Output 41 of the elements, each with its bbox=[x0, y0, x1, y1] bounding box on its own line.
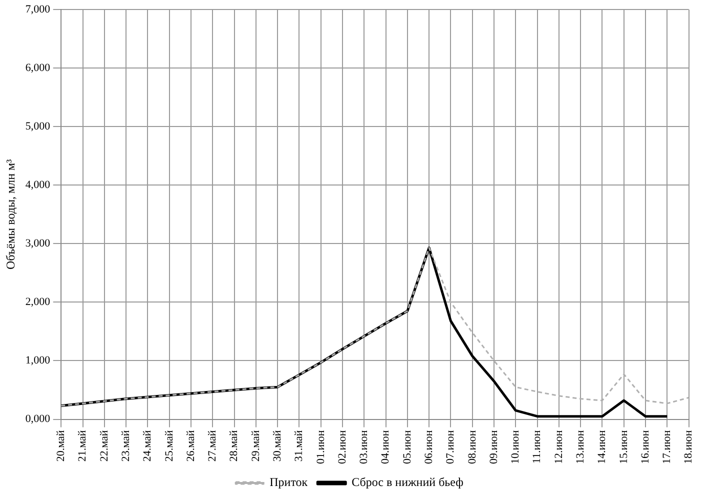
x-tick-label: 22.май bbox=[98, 430, 110, 462]
x-tick-label: 25.май bbox=[163, 430, 176, 462]
x-tick-label: 15.июн bbox=[618, 430, 630, 464]
x-tick-label: 18.июн bbox=[682, 430, 695, 464]
y-tick-label: 3,000 bbox=[25, 238, 51, 250]
legend-label: Приток bbox=[270, 475, 308, 490]
x-tick-label: 05.июн bbox=[401, 430, 414, 464]
x-tick-label: 03.июн bbox=[358, 430, 370, 464]
x-tick-label: 12.июн bbox=[552, 430, 565, 464]
x-tick-label: 30.май bbox=[271, 430, 284, 462]
x-tick-label: 01.июн bbox=[314, 430, 327, 464]
x-tick-label: 10.июн bbox=[510, 430, 522, 464]
x-tick-label: 08.июн bbox=[466, 430, 478, 464]
x-tick-label: 28.май bbox=[228, 430, 240, 462]
x-tick-label: 26.май bbox=[184, 430, 197, 462]
x-tick-label: 29.май bbox=[250, 430, 262, 462]
x-tick-label: 17.июн bbox=[661, 430, 674, 464]
x-tick-label: 02.июн bbox=[336, 430, 348, 464]
y-tick-label: 1,000 bbox=[25, 354, 51, 367]
x-tick-label: 13.июн bbox=[574, 430, 586, 464]
y-tick-label: 0,000 bbox=[25, 413, 51, 426]
x-tick-label: 21.май bbox=[76, 430, 89, 462]
x-tick-label: 31.май bbox=[293, 430, 306, 462]
x-tick-label: 20.май bbox=[55, 430, 68, 462]
y-tick-label: 4,000 bbox=[25, 179, 51, 192]
x-tick-label: 06.июн bbox=[422, 430, 435, 464]
y-axis-title: Объёмы воды, млн м³ bbox=[3, 158, 18, 270]
x-tick-label: 23.май bbox=[120, 430, 132, 462]
x-tick-label: 14.июн bbox=[596, 430, 608, 464]
y-tick-label: 5,000 bbox=[25, 120, 51, 133]
x-tick-label: 16.июн bbox=[639, 430, 652, 464]
legend-label: Сброс в нижний бьеф bbox=[352, 475, 464, 490]
x-tick-label: 11.июн bbox=[531, 430, 544, 464]
y-tick-label: 6,000 bbox=[25, 62, 51, 74]
x-tick-label: 27.май bbox=[206, 430, 219, 462]
y-tick-label: 7,000 bbox=[25, 3, 51, 16]
x-tick-label: 04.июн bbox=[380, 430, 392, 464]
x-tick-label: 09.июн bbox=[488, 430, 500, 464]
y-tick-label: 2,000 bbox=[25, 296, 51, 308]
x-tick-label: 24.май bbox=[142, 430, 154, 462]
x-tick-label: 07.июн bbox=[444, 430, 457, 464]
